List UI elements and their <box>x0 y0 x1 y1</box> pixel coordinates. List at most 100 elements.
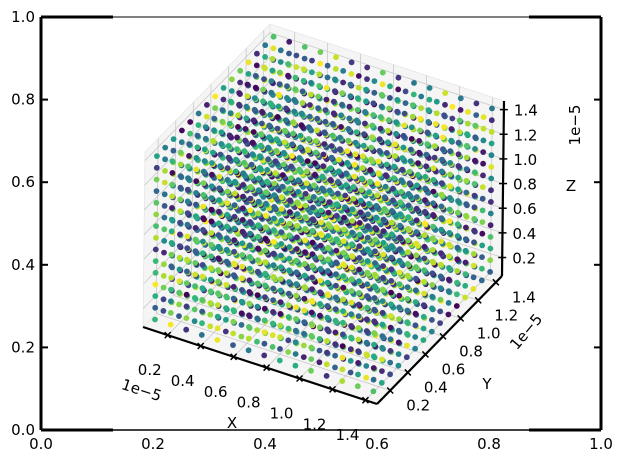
scatter-point <box>375 170 382 177</box>
scatter-point <box>167 321 174 328</box>
scatter-point <box>300 354 307 360</box>
scatter-point <box>264 178 270 185</box>
scatter-point <box>324 62 331 69</box>
scatter-point <box>224 223 230 230</box>
scatter-point <box>380 274 386 281</box>
scatter-point <box>246 277 253 284</box>
scatter-point <box>473 112 480 118</box>
scatter-point <box>438 191 445 198</box>
scatter-point <box>200 203 207 210</box>
scatter-point <box>231 260 237 267</box>
scatter-point <box>294 199 301 206</box>
scatter-point <box>413 240 420 247</box>
scatter-point <box>403 354 410 361</box>
scatter-point <box>310 204 316 211</box>
scatter-point <box>457 95 464 102</box>
scatter-point <box>293 269 300 276</box>
scatter-point <box>417 115 424 122</box>
scatter-point <box>246 242 253 249</box>
scatter-point <box>161 191 168 198</box>
x-tick-label: 0.4 <box>253 435 277 453</box>
scatter-point <box>308 297 315 304</box>
scatter-point <box>302 225 309 232</box>
scatter-point <box>192 225 199 231</box>
scatter-point <box>332 341 339 347</box>
scatter-point <box>396 304 402 311</box>
scatter-point <box>401 110 408 117</box>
scatter-point <box>422 197 428 204</box>
grid-line <box>269 32 505 111</box>
scatter-point <box>429 317 435 323</box>
scatter-point <box>201 146 208 153</box>
scatter-point <box>177 219 183 226</box>
scatter-points <box>152 33 495 395</box>
scatter-point <box>193 178 200 185</box>
scatter-point <box>341 226 347 233</box>
scatter-point <box>421 255 428 262</box>
scatter-point <box>290 130 296 137</box>
scatter-point <box>263 200 269 207</box>
scatter-point <box>333 224 340 231</box>
scatter-point <box>445 300 452 306</box>
grid-line <box>208 84 212 260</box>
scatter-point <box>249 151 256 158</box>
y-tick-label: 0.2 <box>406 396 430 414</box>
scatter-point <box>153 223 160 230</box>
scatter-point <box>266 134 273 141</box>
scatter-point <box>347 358 354 364</box>
scatter-point <box>412 334 419 340</box>
scatter-point <box>440 146 446 153</box>
scatter-point <box>317 289 324 296</box>
scatter-point <box>330 98 337 105</box>
scatter-point <box>177 208 184 215</box>
scatter-point <box>401 122 408 129</box>
scatter-point <box>415 160 421 167</box>
scatter-point <box>269 56 276 62</box>
scatter-point <box>297 144 304 151</box>
scatter-point <box>479 184 486 191</box>
scatter-point <box>224 176 231 183</box>
scatter-point <box>487 245 494 252</box>
scatter-point <box>231 248 238 255</box>
scatter-point <box>214 325 221 332</box>
scatter-point <box>421 220 428 227</box>
scatter-point <box>404 284 411 291</box>
scatter-point <box>293 316 299 322</box>
scatter-point <box>324 268 331 274</box>
z-tick-label: 1.2 <box>514 126 538 144</box>
scatter-point <box>349 241 355 248</box>
scatter-point <box>324 338 330 344</box>
x-tick-label: 1.4 <box>336 426 360 444</box>
scatter-point <box>364 304 370 311</box>
scatter-point <box>253 62 260 69</box>
scatter-point <box>231 237 238 244</box>
scatter-point <box>252 84 259 91</box>
scatter-point <box>354 107 361 113</box>
scatter-point <box>488 164 495 170</box>
scatter-point <box>455 139 462 146</box>
scatter-point <box>328 154 335 161</box>
scatter-point <box>423 151 430 158</box>
scatter-point <box>392 153 398 159</box>
scatter-point <box>186 141 193 148</box>
scatter-point <box>329 132 336 139</box>
scatter-point <box>396 281 403 287</box>
scatter-point <box>215 220 222 227</box>
scatter-point <box>325 244 331 251</box>
scatter-point <box>269 344 276 350</box>
scatter-point <box>355 84 362 91</box>
scatter-point <box>314 127 320 134</box>
x-tick <box>296 374 304 383</box>
grid-line <box>144 32 271 161</box>
scatter-point <box>293 292 300 299</box>
scatter-point <box>441 112 447 119</box>
scatter-point <box>210 137 217 144</box>
scatter-point <box>411 80 417 86</box>
scatter-point <box>198 332 205 338</box>
scatter-point <box>324 279 331 286</box>
scatter-point <box>430 188 437 195</box>
scatter-point <box>446 218 453 225</box>
scatter-point <box>224 211 231 218</box>
scatter-point <box>299 88 306 95</box>
scatter-point <box>378 103 385 110</box>
